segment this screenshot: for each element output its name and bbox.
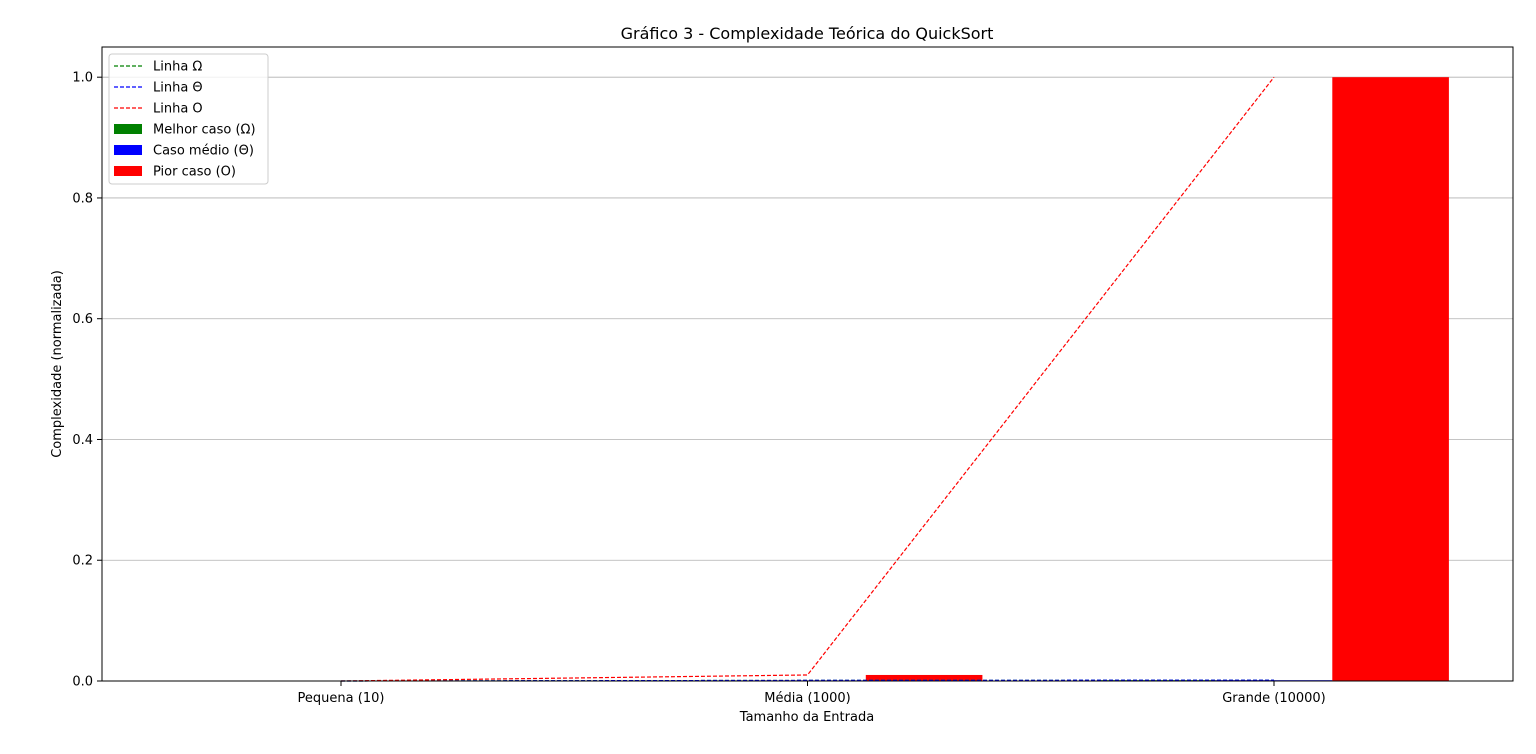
- legend-box: [108, 53, 269, 185]
- chart-title: Gráfico 3 - Complexidade Teórica do Quic…: [621, 24, 994, 43]
- plot-frame: [101, 46, 1514, 682]
- legend-label: Pior caso (O): [153, 165, 236, 180]
- y-axis-label: Complexidade (normalizada): [50, 270, 65, 458]
- y-tick-label: 0.6: [72, 312, 93, 327]
- series-line: [340, 679, 1275, 682]
- grid-lines: [102, 76, 1513, 682]
- x-tick-label: Média (1000): [764, 691, 850, 706]
- legend-label: Melhor caso (Ω): [153, 123, 256, 138]
- legend-label: Linha Ω: [153, 60, 202, 75]
- x-axis-label: Tamanho da Entrada: [739, 710, 874, 725]
- legend-label: Caso médio (Θ): [153, 144, 254, 159]
- bars: [166, 77, 1449, 681]
- x-tick-label: Grande (10000): [1222, 691, 1326, 706]
- legend-label: Linha Θ: [153, 81, 203, 96]
- series-lines: [340, 76, 1275, 682]
- legend: Linha Ω Linha Θ Linha O Melhor caso (Ω) Caso…: [108, 53, 269, 185]
- y-tick-label: 0.0: [72, 675, 93, 690]
- bar: [1332, 77, 1449, 681]
- y-tick-label: 0.4: [72, 433, 93, 448]
- legend-bar-swatch: [114, 124, 142, 134]
- legend-bar-swatch: [114, 166, 142, 176]
- legend-bar-swatch: [114, 145, 142, 155]
- x-tick-label: Pequena (10): [298, 691, 385, 706]
- axes: 0.0 0.2 0.4 0.6 0.8 1.0 Pequena (10) Média (100…: [72, 71, 1325, 706]
- y-tick-label: 1.0: [72, 71, 93, 86]
- bar: [865, 674, 983, 681]
- series-line: [340, 76, 1275, 682]
- legend-label: Linha O: [153, 102, 203, 117]
- y-tick-label: 0.2: [72, 554, 93, 569]
- y-tick-label: 0.8: [72, 191, 93, 206]
